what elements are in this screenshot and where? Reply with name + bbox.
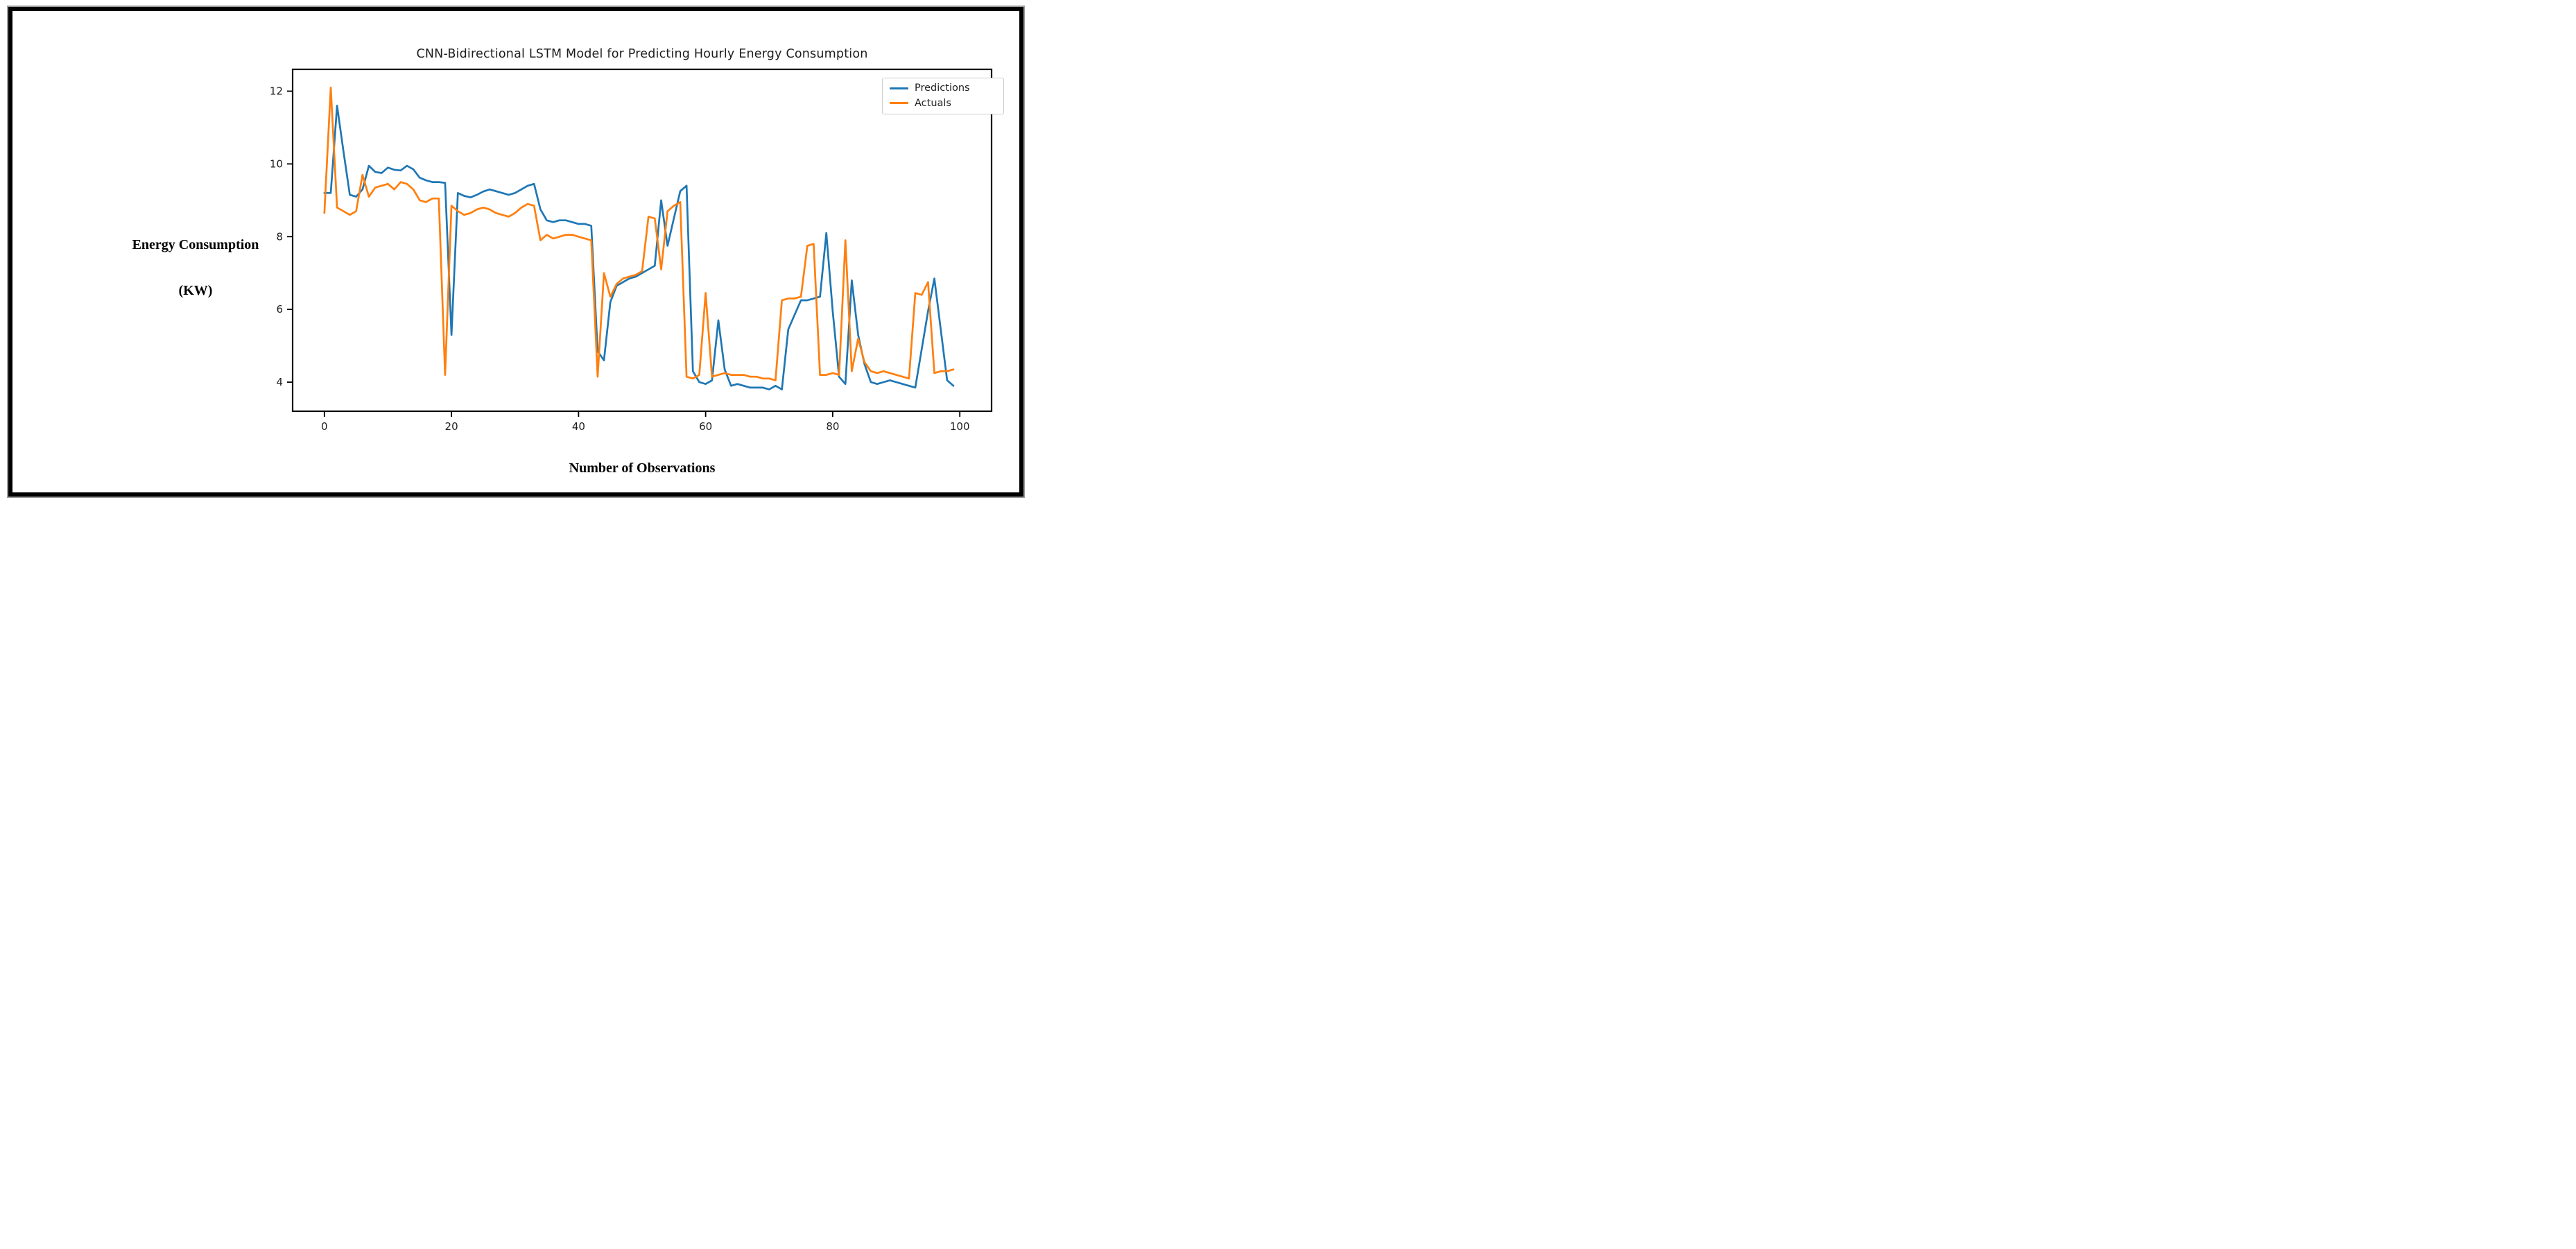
x-tick-label: 80 [826,420,839,433]
predictions-line-sample [890,87,908,89]
x-axis-label: Number of Observations [569,460,716,476]
plot-area-border [291,68,993,413]
legend-box: Predictions Actuals [882,78,1004,114]
chart-canvas: 0 20 40 60 80 100 4 6 8 10 12 [270,68,993,433]
x-tick-label: 0 [321,420,328,433]
y-tick-label: 8 [276,230,283,243]
x-tick-label: 40 [572,420,585,433]
series-line-actuals [323,86,955,381]
y-tick-label: 6 [276,303,283,316]
y-axis-label-line2: (KW) [178,283,213,298]
x-tick-label: 100 [950,420,970,433]
x-tick-label: 60 [699,420,712,433]
y-tick-label: 10 [270,157,283,170]
legend-entry-actuals: Actuals [890,98,996,109]
legend-label-actuals: Actuals [915,97,951,109]
x-tick-label: 20 [445,420,458,433]
y-tick-label: 12 [270,85,283,97]
y-tick-label: 4 [276,376,283,388]
actuals-line-sample [890,102,908,105]
figure-page: 0 20 40 60 80 100 4 6 8 10 12 CNN-Bidirectional LS… [0,0,1030,499]
figure-border-frame: 0 20 40 60 80 100 4 6 8 10 12 CNN-Bidirectional LS… [8,7,1023,497]
legend-label-predictions: Predictions [915,83,970,94]
series-line-predictions [323,105,955,390]
chart-title: CNN-Bidirectional LSTM Model for Predict… [416,47,868,61]
legend-entry-predictions: Predictions [890,83,996,94]
y-axis-label-line1: Energy Consumption [132,237,259,252]
